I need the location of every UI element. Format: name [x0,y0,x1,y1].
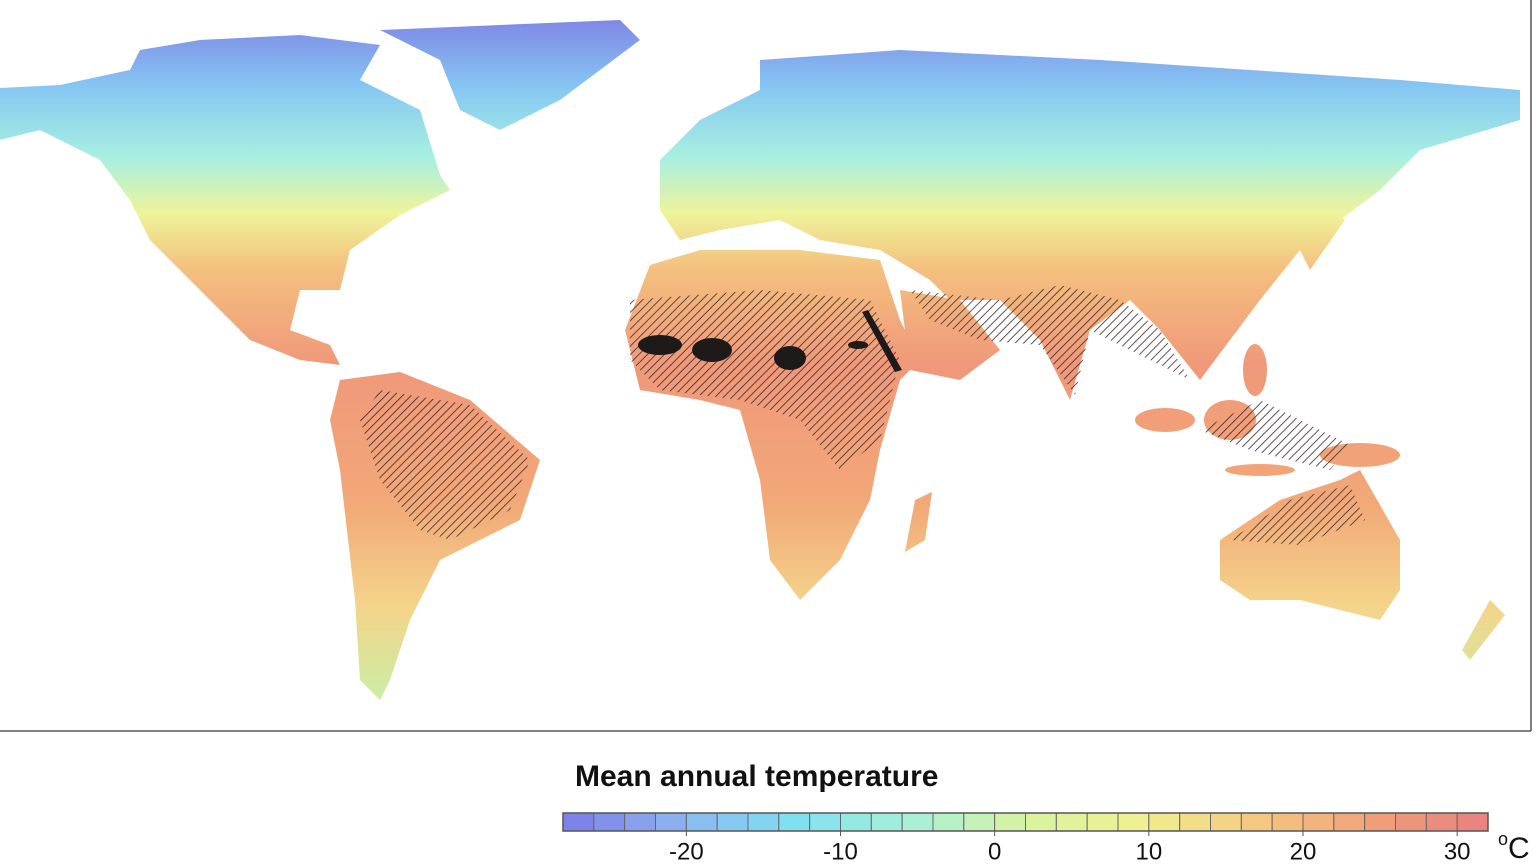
legend-title: Mean annual temperature [575,760,938,793]
unit-letter: C [1508,832,1530,864]
colorbar-cell [655,812,687,832]
black-region [848,341,868,349]
colorbar-cell [963,812,996,832]
colorbar-cell [1395,812,1427,832]
colorbar-cell [1025,812,1057,832]
colorbar-cell [870,812,903,832]
tick-label: 10 [1135,838,1162,864]
hatch-region [630,290,900,470]
madagascar [905,492,932,552]
colorbar-cell [1179,812,1211,832]
hatch-region [1200,400,1350,470]
colorbar-cell [747,812,780,832]
colorbar-cell [1148,812,1181,832]
colorbar-cell [593,812,626,832]
colorbar-cell [994,812,1027,832]
colorbar-cell [1425,812,1458,832]
colorbar-cell [1117,812,1150,832]
tick-label: 30 [1444,838,1471,864]
colorbar-cell [1456,812,1489,832]
north-america [0,35,450,365]
island [1225,464,1295,476]
tick-label: 0 [988,838,1001,864]
japan [1300,210,1345,270]
colorbar-cell [809,812,842,832]
colorbar-cell [562,812,595,832]
colorbar-cell [1210,812,1242,832]
black-region [774,346,806,370]
hatch-region [360,390,530,540]
red-sea [862,310,902,372]
colorbar-cell [624,812,657,832]
australia [1220,470,1400,620]
greenland [380,20,640,130]
colorbar-cell [1364,812,1396,832]
black-region [692,338,732,362]
map [0,0,1532,732]
colorbar-cell [932,812,965,832]
black-regions [638,310,902,372]
colorbar-cell [1302,812,1335,832]
tick-label: -10 [823,838,858,864]
colorbar-cell [1271,812,1304,832]
colorbar-frame [562,812,1489,832]
colorbar-cell [685,812,718,832]
island [1135,408,1195,432]
colorbar-cell [901,812,934,832]
new-zealand [1462,600,1505,660]
unit-superscript: o [1498,829,1508,849]
colorbar-cell [1055,812,1088,832]
island [1243,344,1267,396]
hatched-regions [360,285,1365,545]
colorbar-cell [1086,812,1119,832]
colorbar-cell [778,812,811,832]
colorbar-legend: Mean annual temperature oC -20 -10 0 10 20 30 [562,760,1530,864]
tick-label: 20 [1290,838,1317,864]
hatch-region [1230,485,1365,545]
unit: oC [1498,829,1530,864]
eurasia [660,50,1520,400]
colorbar-cell [840,812,872,832]
colorbar-cell [716,812,749,832]
hatch-region [910,285,1190,395]
black-region [638,335,682,355]
colorbar-cell [1240,812,1273,832]
colorbar-cell [1333,812,1366,832]
tick-label: -20 [669,838,704,864]
